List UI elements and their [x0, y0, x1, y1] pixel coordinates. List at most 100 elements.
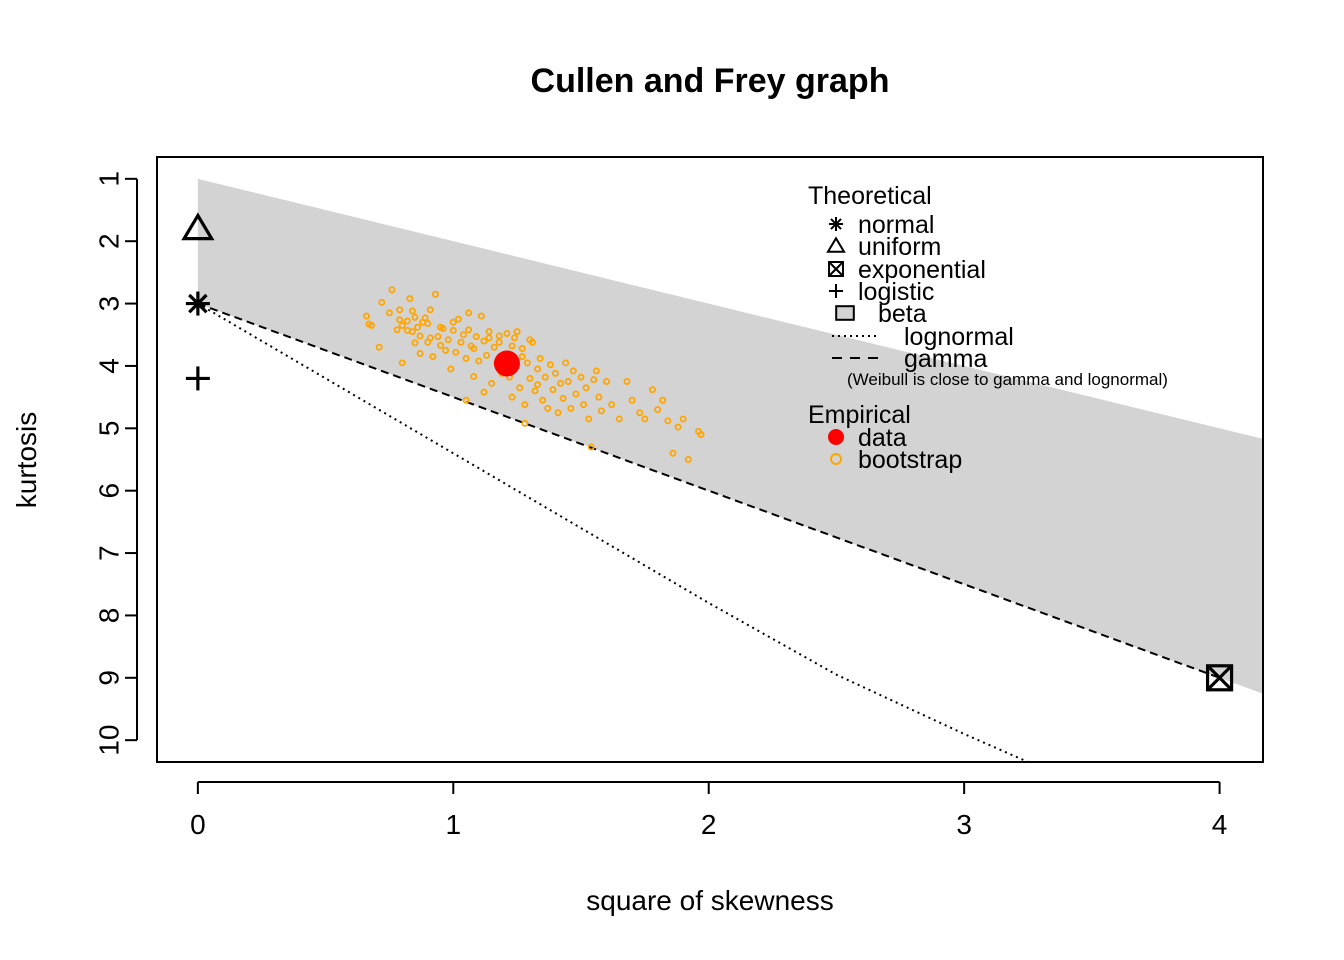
- theoretical-point-normal: [185, 291, 210, 316]
- x-axis-label: square of skewness: [586, 885, 833, 916]
- legend-normal-icon: [829, 217, 843, 231]
- bootstrap-point: [434, 333, 442, 341]
- chart-title: Cullen and Frey graph: [531, 62, 890, 100]
- bootstrap-point: [388, 286, 396, 294]
- marker-layer: [181, 212, 1234, 692]
- x-tick-label: 3: [956, 809, 972, 840]
- bootstrap-point: [546, 361, 554, 369]
- bootstrap-point: [424, 320, 432, 328]
- bootstrap-point: [495, 338, 503, 346]
- bootstrap-point: [485, 328, 493, 336]
- bootstrap-point: [518, 344, 526, 352]
- bootstrap-point: [511, 334, 519, 342]
- y-axis: 1 2 3 4 5 6 7 8 9 10: [94, 171, 138, 756]
- bootstrap-point: [442, 346, 450, 354]
- bootstrap-point: [592, 367, 600, 375]
- y-tick-label: 9: [94, 670, 125, 686]
- bootstrap-point: [572, 390, 580, 398]
- bootstrap-point: [684, 455, 692, 463]
- bootstrap-point: [465, 309, 473, 317]
- bootstrap-point: [697, 431, 705, 439]
- bootstrap-point: [516, 384, 524, 392]
- bootstrap-point: [362, 312, 370, 320]
- bootstrap-point: [421, 314, 429, 322]
- bootstrap-point: [577, 373, 585, 381]
- bootstrap-point: [408, 307, 416, 315]
- bootstrap-point: [393, 326, 401, 334]
- legend-beta-icon: [835, 305, 855, 321]
- bootstrap-point: [580, 401, 588, 409]
- bootstrap-point: [485, 334, 493, 342]
- bootstrap-point: [406, 295, 414, 303]
- bootstrap-point: [439, 325, 447, 333]
- y-axis-label: kurtosis: [11, 412, 42, 508]
- bootstrap-point: [470, 344, 478, 352]
- x-tick-label: 4: [1212, 809, 1228, 840]
- legend-data-label: data: [858, 424, 907, 452]
- bootstrap-point: [608, 401, 616, 409]
- bootstrap-point: [462, 354, 470, 362]
- bootstrap-point: [534, 365, 542, 373]
- bootstrap-point: [534, 381, 542, 389]
- bootstrap-point: [462, 396, 470, 404]
- bootstrap-point: [447, 365, 455, 373]
- bootstrap-point: [659, 396, 667, 404]
- bootstrap-point: [449, 326, 457, 334]
- bootstrap-point: [541, 373, 549, 381]
- x-tick-label: 1: [446, 809, 462, 840]
- legend-bootstrap-icon: [830, 453, 842, 465]
- plot-area: [197, 178, 1263, 762]
- bootstrap-point: [551, 369, 559, 377]
- bootstrap-point: [490, 343, 498, 351]
- x-axis: 0 1 2 3 4: [190, 781, 1228, 840]
- x-tick-label: 0: [190, 809, 206, 840]
- bootstrap-point: [557, 379, 565, 387]
- bootstrap-point: [460, 331, 468, 339]
- bootstrap-point: [679, 415, 687, 423]
- bootstrap-point: [526, 374, 534, 382]
- bootstrap-point: [521, 401, 529, 409]
- legend-exponential-icon: [828, 261, 844, 277]
- bootstrap-point: [539, 396, 547, 404]
- legend: Theoreticalnormaluniformexponentiallogis…: [808, 182, 1168, 474]
- bootstrap-point: [649, 386, 657, 394]
- legend-normal-label: normal: [858, 211, 934, 239]
- legend-exponential-label: exponential: [858, 256, 986, 284]
- bootstrap-point: [475, 357, 483, 365]
- bootstrap-point: [495, 332, 503, 340]
- bootstrap-point: [523, 359, 531, 367]
- legend-beta-label: beta: [878, 300, 927, 328]
- bootstrap-point: [567, 404, 575, 412]
- bootstrap-point: [508, 393, 516, 401]
- bootstrap-point: [470, 373, 478, 381]
- y-tick-label: 4: [94, 358, 125, 374]
- legend-theoretical-title: Theoretical: [808, 182, 932, 210]
- bootstrap-point: [564, 378, 572, 386]
- bootstrap-point: [472, 333, 480, 341]
- bootstrap-point: [554, 409, 562, 417]
- bootstrap-point: [429, 353, 437, 361]
- legend-uniform-icon: [826, 236, 846, 253]
- bootstrap-point: [454, 315, 462, 323]
- bootstrap-point: [426, 306, 434, 314]
- bootstrap-point: [674, 423, 682, 431]
- bootstrap-point: [403, 317, 411, 325]
- bootstrap-point: [595, 393, 603, 401]
- bootstrap-point: [587, 443, 595, 451]
- bootstrap-point: [544, 404, 552, 412]
- bootstrap-point: [569, 367, 577, 375]
- bootstrap-point: [396, 316, 404, 324]
- plot-frame: [156, 156, 1264, 763]
- bootstrap-point: [457, 338, 465, 346]
- y-tick-label: 5: [94, 421, 125, 437]
- bootstrap-point: [449, 318, 457, 326]
- bootstrap-point: [664, 417, 672, 425]
- legend-logistic-icon: [829, 284, 843, 298]
- y-tick-label: 3: [94, 296, 125, 312]
- bootstrap-point: [669, 449, 677, 457]
- bootstrap-point: [559, 394, 567, 402]
- bootstrap-point: [378, 298, 386, 306]
- bootstrap-point: [488, 379, 496, 387]
- bootstrap-point: [513, 328, 521, 336]
